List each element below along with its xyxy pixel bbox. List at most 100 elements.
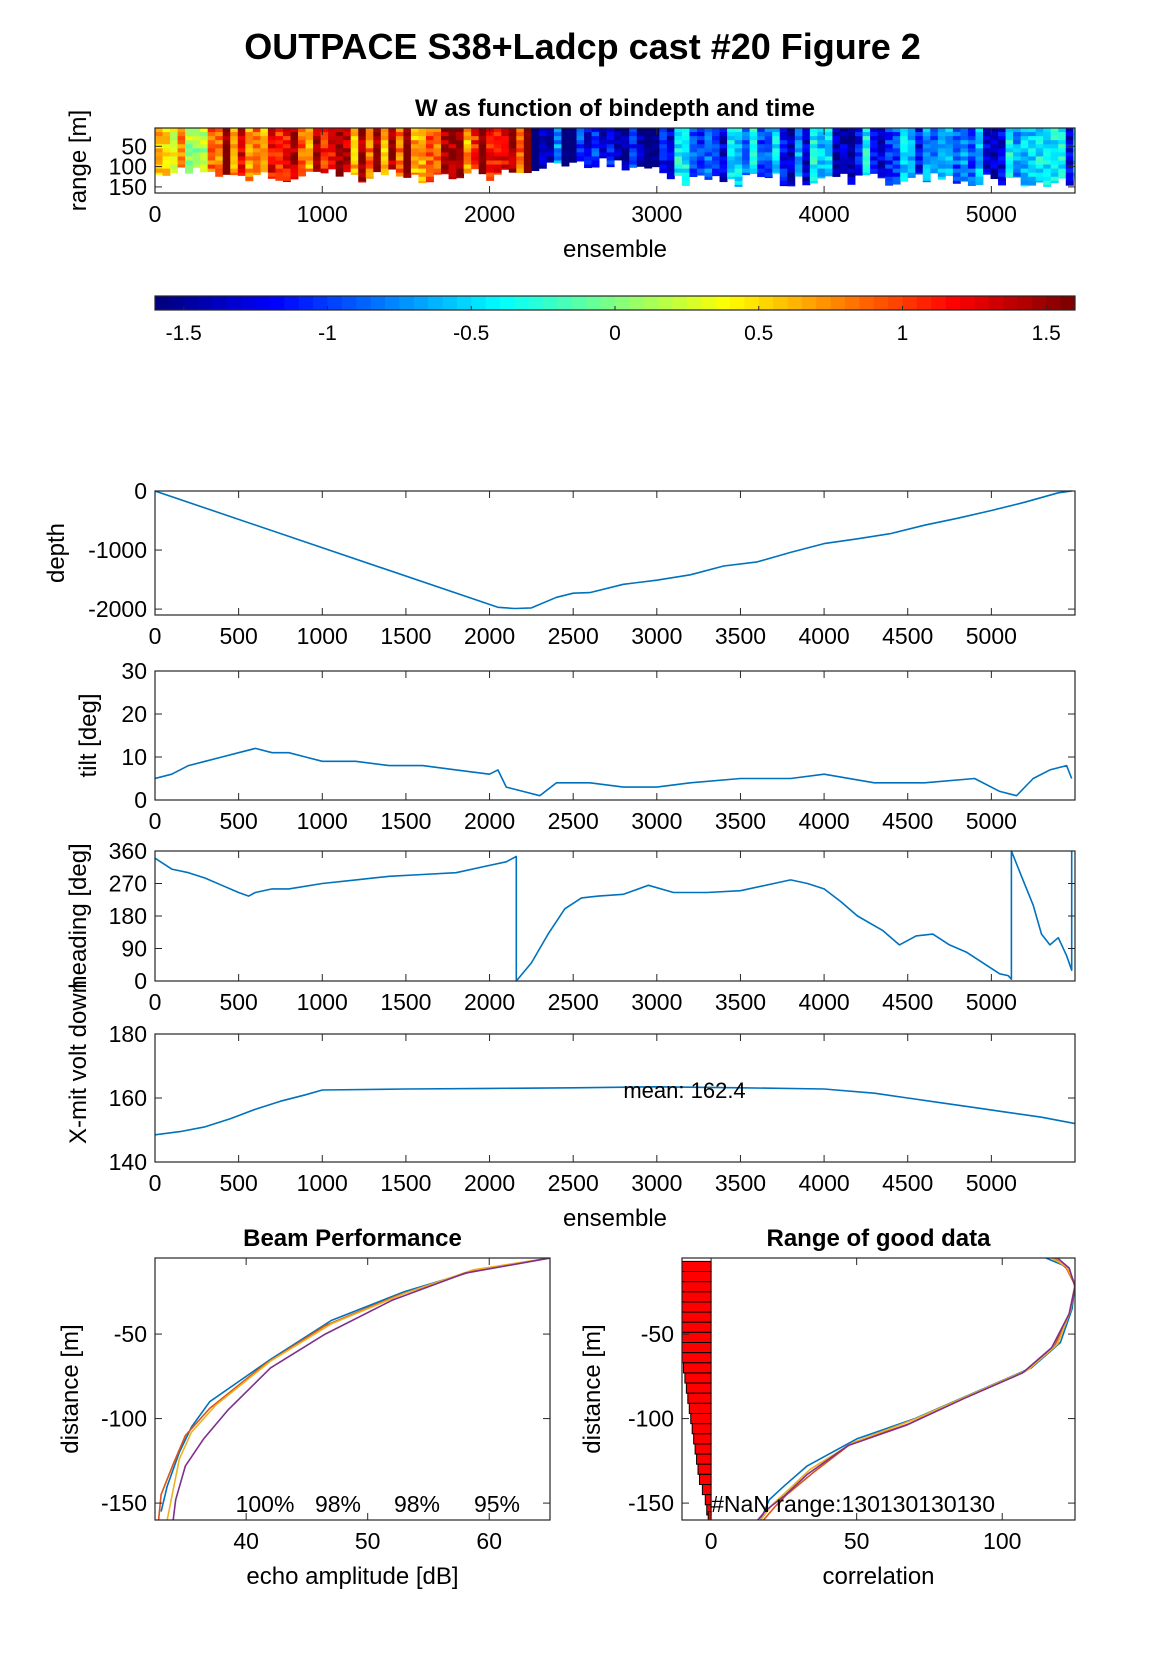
heatmap-cell bbox=[802, 176, 811, 182]
nan-range-annotation: #NaN range:130130130130 bbox=[711, 1491, 995, 1517]
heatmap-cell bbox=[584, 156, 592, 161]
heatmap-cell bbox=[215, 168, 224, 174]
heatmap-cell bbox=[298, 132, 306, 137]
colorbar-segment bbox=[816, 296, 832, 310]
heatmap-cell bbox=[915, 152, 924, 157]
heatmap-cell bbox=[546, 140, 555, 145]
heatmap-cell bbox=[350, 140, 359, 145]
heatmap-cell bbox=[952, 148, 961, 153]
heatmap-cell bbox=[561, 128, 570, 133]
heatmap-cell bbox=[320, 136, 329, 141]
heatmap-cell bbox=[463, 152, 472, 157]
y-tick-label: 180 bbox=[109, 903, 147, 929]
nan-bar bbox=[698, 1473, 712, 1486]
heatmap-cell bbox=[817, 136, 826, 141]
heatmap-cell bbox=[742, 140, 751, 145]
heatmap-cell bbox=[493, 140, 502, 145]
heatmap-cell bbox=[388, 156, 397, 161]
heatmap-cell bbox=[960, 136, 969, 141]
heatmap-cell bbox=[659, 152, 668, 157]
heatmap-cell bbox=[591, 160, 600, 165]
heatmap-cell bbox=[629, 140, 638, 145]
heatmap-cell bbox=[870, 148, 879, 153]
heatmap-cell bbox=[441, 168, 449, 174]
heatmap-cell bbox=[523, 152, 532, 157]
heatmap-cell bbox=[681, 140, 690, 145]
heatmap-cell bbox=[862, 164, 871, 170]
colorbar-segment bbox=[715, 296, 731, 310]
heatmap-cell bbox=[696, 144, 705, 149]
heatmap-cell bbox=[764, 144, 773, 149]
heatmap-cell bbox=[892, 152, 901, 157]
heatmap-cell bbox=[282, 176, 291, 182]
heatmap-cell bbox=[531, 128, 540, 133]
heatmap-cell bbox=[1050, 152, 1059, 157]
heatmap-cell bbox=[719, 140, 728, 145]
heatmap-cell bbox=[847, 152, 856, 157]
heatmap-cell bbox=[433, 128, 442, 133]
heatmap-cell bbox=[395, 172, 404, 177]
heatmap-cell bbox=[907, 164, 916, 170]
heatmap-cell bbox=[418, 152, 427, 157]
heatmap-cell bbox=[832, 172, 841, 177]
heatmap-cell bbox=[456, 152, 465, 157]
heatmap-cell bbox=[523, 132, 532, 137]
colorbar-segment bbox=[241, 296, 257, 310]
heatmap-cell bbox=[237, 156, 246, 161]
heatmap-cell bbox=[380, 152, 389, 157]
x-axis-label: echo amplitude [dB] bbox=[246, 1563, 458, 1590]
heatmap-cell bbox=[636, 144, 645, 149]
heatmap-cell bbox=[267, 176, 276, 179]
heatmap-cell bbox=[185, 144, 194, 149]
colorbar-segment bbox=[658, 296, 673, 310]
heatmap-cell bbox=[787, 144, 796, 149]
heatmap-cell bbox=[937, 152, 946, 157]
heatmap-cell bbox=[922, 136, 931, 141]
x-tick-label: 1500 bbox=[380, 623, 431, 649]
heatmap-cell bbox=[666, 148, 675, 153]
heatmap-cell bbox=[915, 140, 924, 145]
heatmap-cell bbox=[945, 132, 954, 137]
heatmap-cell bbox=[998, 144, 1006, 149]
heatmap-cell bbox=[1050, 164, 1059, 170]
heatmap-cell bbox=[267, 132, 276, 137]
heatmap-cell bbox=[403, 160, 412, 165]
heatmap-cell bbox=[486, 172, 495, 178]
heatmap-cell bbox=[1065, 148, 1074, 153]
heatmap-cell bbox=[410, 164, 419, 170]
heatmap-cell bbox=[719, 176, 728, 182]
heatmap-cell bbox=[975, 164, 984, 170]
heatmap-cell bbox=[757, 132, 766, 137]
nan-bar bbox=[693, 1433, 712, 1445]
heatmap-cell bbox=[689, 160, 698, 165]
heatmap-cell bbox=[907, 140, 916, 145]
heatmap-cell bbox=[967, 140, 976, 145]
heatmap-cell bbox=[410, 156, 419, 161]
heatmap-cell bbox=[501, 128, 510, 133]
heatmap-cell bbox=[809, 132, 818, 137]
heatmap-cell bbox=[410, 152, 419, 157]
heatmap-cell bbox=[395, 152, 404, 157]
heatmap-cell bbox=[983, 144, 991, 149]
x-tick-label: 5000 bbox=[966, 808, 1017, 834]
heatmap-cell bbox=[824, 140, 833, 145]
heatmap-cell bbox=[952, 156, 961, 161]
heatmap-cell bbox=[817, 140, 826, 145]
heatmap-cell bbox=[960, 168, 969, 174]
heatmap-cell bbox=[945, 144, 954, 149]
heatmap-cell bbox=[915, 148, 924, 153]
colorbar-segment bbox=[169, 296, 185, 310]
heatmap-cell bbox=[832, 152, 841, 157]
heatmap-cell bbox=[809, 144, 818, 149]
y-axis-label: tilt [deg] bbox=[75, 693, 102, 777]
heatmap-cell bbox=[200, 160, 209, 165]
colorbar-segment bbox=[485, 296, 501, 310]
heatmap-cell bbox=[192, 128, 201, 133]
heatmap-cell bbox=[734, 128, 743, 133]
x-tick-label: 1500 bbox=[380, 1170, 431, 1196]
heatmap-cell bbox=[1073, 136, 1075, 141]
colorbar-segment bbox=[155, 296, 170, 310]
heatmap-cell bbox=[433, 144, 442, 149]
heatmap-cell bbox=[335, 136, 344, 141]
heatmap-cell bbox=[712, 152, 720, 157]
